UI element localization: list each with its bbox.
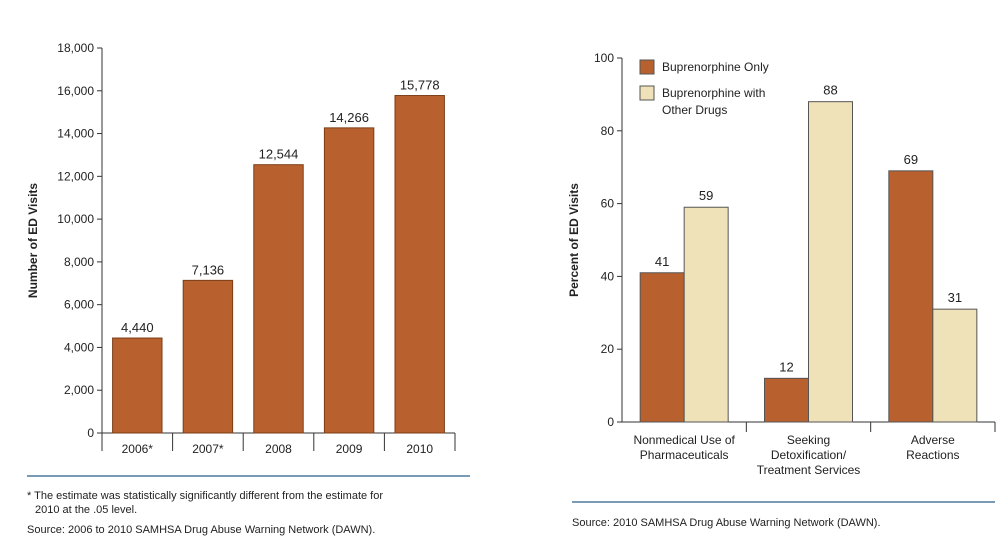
left-y-tick-label: 14,000 [57, 127, 94, 141]
legend-label: Buprenorphine with [662, 86, 765, 100]
right-bar-value-label: 12 [779, 359, 793, 374]
left-footnote-continued: 2010 at the .05 level. [35, 504, 137, 516]
left-y-tick-label: 12,000 [57, 169, 94, 183]
right-x-tick-label: Treatment Services [757, 463, 861, 477]
right-bar [808, 101, 853, 423]
left-x-tick-label: 2008 [265, 442, 292, 456]
legend-label: Other Drugs [662, 103, 727, 117]
left-y-tick-label: 2,000 [64, 383, 94, 397]
left-y-tick-label: 6,000 [64, 298, 94, 312]
left-bar-value-label: 4,440 [121, 320, 154, 335]
right-x-tick-label: Nonmedical Use of [633, 433, 735, 447]
right-bar-value-label: 41 [655, 254, 669, 269]
right-bar-value-label: 31 [948, 290, 962, 305]
right-bar-value-label: 69 [904, 152, 918, 167]
left-x-tick-label: 2006* [122, 442, 154, 456]
right-x-tick-label: Adverse [911, 433, 955, 447]
right-x-tick-label: Seeking [787, 433, 830, 447]
legend-label: Buprenorphine Only [662, 60, 769, 74]
left-bar [253, 164, 304, 434]
right-x-tick-label: Pharmaceuticals [640, 448, 729, 462]
left-bar [323, 127, 375, 434]
left-y-tick-label: 8,000 [64, 255, 94, 269]
legend-swatch [639, 59, 655, 75]
left-x-tick-label: 2010 [406, 442, 433, 456]
legend-swatch [639, 85, 655, 101]
right-y-tick-label: 20 [601, 342, 615, 356]
right-bar [683, 206, 729, 423]
left-y-tick-label: 16,000 [57, 84, 94, 98]
right-bar [932, 308, 978, 423]
left-y-tick-label: 0 [87, 426, 94, 440]
right-source-note: Source: 2010 SAMHSA Drug Abuse Warning N… [572, 517, 881, 529]
right-chart: 0 20 40 60 80 100 Percent of ED Visits 41 59 Nonm… [567, 51, 996, 529]
left-bar-value-label: 12,544 [259, 147, 299, 162]
left-y-axis-label: Number of ED Visits [26, 183, 40, 298]
right-y-tick-label: 40 [601, 269, 615, 283]
left-bar-value-label: 15,778 [400, 78, 440, 93]
left-bar [112, 337, 163, 434]
left-source-note: Source: 2006 to 2010 SAMHSA Drug Abuse W… [27, 524, 375, 536]
right-y-axis-label: Percent of ED Visits [567, 183, 581, 297]
left-x-tick-label: 2007* [192, 442, 224, 456]
left-y-tick-label: 10,000 [57, 212, 94, 226]
left-y-tick-label: 18,000 [57, 41, 94, 55]
left-bar [394, 95, 445, 434]
right-x-tick-label: Reactions [906, 448, 959, 462]
right-bar [764, 377, 809, 423]
left-x-tick-label: 2009 [336, 442, 363, 456]
right-bar [639, 272, 685, 423]
right-y-tick-label: 80 [601, 124, 615, 138]
left-footnote: * The estimate was statistically signifi… [27, 490, 383, 502]
right-y-tick-label: 60 [601, 197, 615, 211]
left-y-tick-label: 4,000 [64, 340, 94, 354]
left-bar [182, 279, 234, 434]
left-bar-value-label: 14,266 [329, 110, 369, 125]
right-y-tick-label: 0 [607, 415, 614, 429]
right-bar-value-label: 59 [699, 188, 713, 203]
right-bar [888, 170, 934, 423]
left-bar-value-label: 7,136 [192, 262, 225, 277]
right-bar-value-label: 88 [823, 83, 837, 98]
right-x-tick-label: Detoxification/ [771, 448, 847, 462]
left-chart: 0 2,000 4,000 6,000 8,000 10,000 12,000 14,000 1… [26, 41, 470, 536]
right-y-tick-label: 100 [594, 51, 614, 65]
